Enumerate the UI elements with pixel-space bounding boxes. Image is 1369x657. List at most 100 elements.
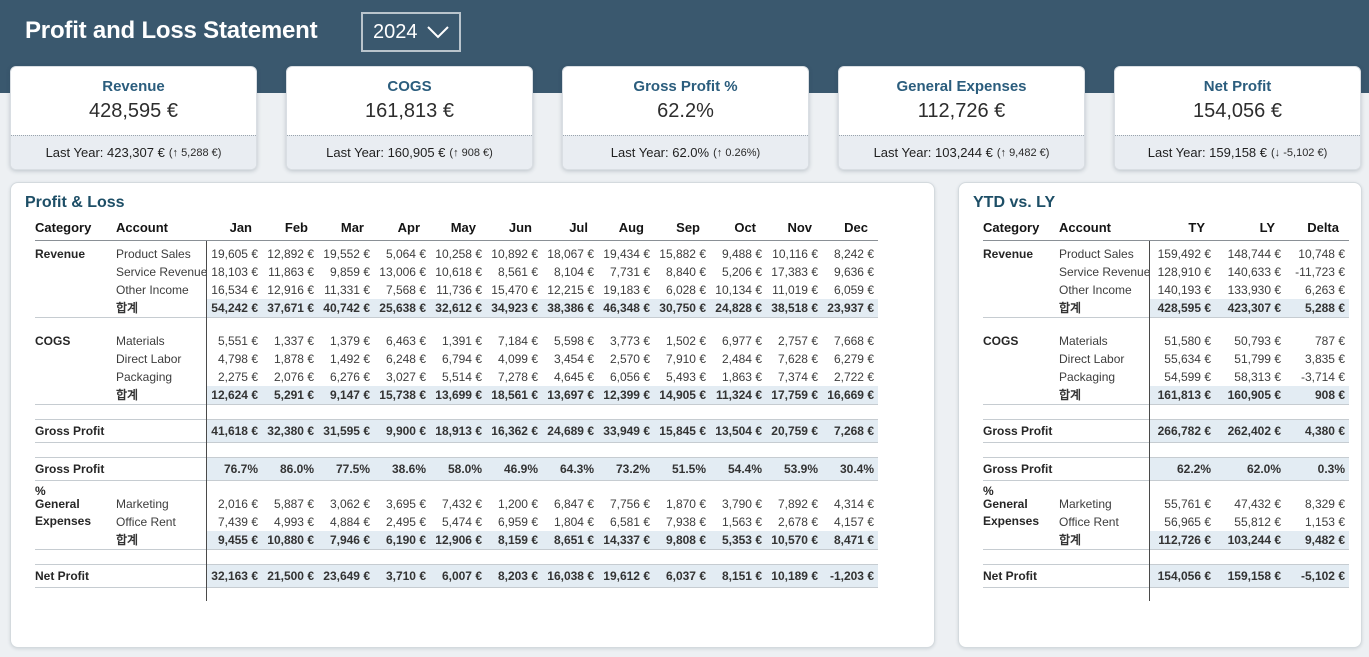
value-cell[interactable]: 266,782 €	[1149, 420, 1215, 442]
value-cell[interactable]: 7,568 €	[385, 283, 426, 297]
value-cell[interactable]: 13,504 €	[710, 420, 766, 442]
value-cell[interactable]: 1,379 €	[329, 334, 370, 348]
value-cell[interactable]: 2,275 €	[217, 370, 258, 384]
value-cell[interactable]: 7,756 €	[609, 497, 650, 511]
value-cell[interactable]: 6,463 €	[385, 334, 426, 348]
value-cell[interactable]: 6,190 €	[374, 531, 430, 549]
value-cell[interactable]: 9,900 €	[374, 420, 430, 442]
value-cell[interactable]: 148,744 €	[1227, 247, 1281, 261]
value-cell[interactable]: 428,595 €	[1149, 299, 1215, 317]
category-label[interactable]: General Expenses	[35, 497, 92, 528]
category-label[interactable]: General Expenses	[983, 497, 1040, 528]
value-cell[interactable]: 5,493 €	[665, 370, 706, 384]
account-label[interactable]: 합계	[1059, 533, 1082, 547]
value-cell[interactable]: 7,938 €	[665, 515, 706, 529]
value-cell[interactable]: 19,612 €	[598, 565, 654, 587]
column-header-jun[interactable]: Jun	[508, 220, 532, 235]
value-cell[interactable]: 154,056 €	[1149, 565, 1215, 587]
value-cell[interactable]: 5,514 €	[441, 370, 482, 384]
value-cell[interactable]: 12,892 €	[267, 247, 314, 261]
value-cell[interactable]: 12,399 €	[598, 386, 654, 404]
value-cell[interactable]: 6,007 €	[430, 565, 486, 587]
value-cell[interactable]: 76.7%	[206, 458, 262, 480]
value-cell[interactable]: 32,612 €	[430, 299, 486, 317]
value-cell[interactable]: 14,905 €	[654, 386, 710, 404]
value-cell[interactable]: 46,348 €	[598, 299, 654, 317]
value-cell[interactable]: 1,804 €	[553, 515, 594, 529]
value-cell[interactable]: 47,432 €	[1234, 497, 1281, 511]
value-cell[interactable]: 1,863 €	[721, 370, 762, 384]
value-cell[interactable]: 5,064 €	[385, 247, 426, 261]
value-cell[interactable]: 9,808 €	[654, 531, 710, 549]
value-cell[interactable]: 1,200 €	[497, 497, 538, 511]
value-cell[interactable]: 5,291 €	[262, 386, 318, 404]
account-label[interactable]: 합계	[1059, 388, 1082, 402]
value-cell[interactable]: 103,244 €	[1215, 531, 1285, 549]
value-cell[interactable]: 2,570 €	[609, 352, 650, 366]
value-cell[interactable]: 9,482 €	[1285, 531, 1349, 549]
value-cell[interactable]: 54.4%	[710, 458, 766, 480]
value-cell[interactable]: 9,859 €	[329, 265, 370, 279]
value-cell[interactable]: 3,062 €	[329, 497, 370, 511]
value-cell[interactable]: 16,669 €	[822, 386, 878, 404]
value-cell[interactable]: 140,633 €	[1227, 265, 1281, 279]
column-header-category[interactable]: Category	[35, 220, 92, 235]
value-cell[interactable]: 10,134 €	[715, 283, 762, 297]
value-cell[interactable]: 3,027 €	[385, 370, 426, 384]
value-cell[interactable]: 6,037 €	[654, 565, 710, 587]
value-cell[interactable]: 8,329 €	[1304, 497, 1345, 511]
value-cell[interactable]: 73.2%	[598, 458, 654, 480]
value-cell[interactable]: 32,163 €	[206, 565, 262, 587]
category-label[interactable]: Gross Profit	[35, 424, 105, 438]
account-label[interactable]: Service Revenue	[1059, 265, 1149, 279]
value-cell[interactable]: 161,813 €	[1149, 386, 1215, 404]
value-cell[interactable]: 18,067 €	[547, 247, 594, 261]
value-cell[interactable]: 2,757 €	[777, 334, 818, 348]
value-cell[interactable]: 77.5%	[318, 458, 374, 480]
value-cell[interactable]: 423,307 €	[1215, 299, 1285, 317]
value-cell[interactable]: 15,738 €	[374, 386, 430, 404]
value-cell[interactable]: 128,910 €	[1157, 265, 1211, 279]
value-cell[interactable]: 31,595 €	[318, 420, 374, 442]
value-cell[interactable]: 908 €	[1285, 386, 1349, 404]
value-cell[interactable]: 7,432 €	[441, 497, 482, 511]
value-cell[interactable]: 3,790 €	[721, 497, 762, 511]
value-cell[interactable]: 7,268 €	[822, 420, 878, 442]
value-cell[interactable]: 12,215 €	[547, 283, 594, 297]
value-cell[interactable]: 3,773 €	[609, 334, 650, 348]
value-cell[interactable]: 15,470 €	[491, 283, 538, 297]
value-cell[interactable]: 1,492 €	[329, 352, 370, 366]
value-cell[interactable]: 4,099 €	[497, 352, 538, 366]
account-label[interactable]: 합계	[116, 388, 139, 402]
column-header-mar[interactable]: Mar	[340, 220, 364, 235]
value-cell[interactable]: 1,870 €	[665, 497, 706, 511]
account-label[interactable]: Marketing	[116, 497, 169, 511]
value-cell[interactable]: 6,059 €	[833, 283, 874, 297]
value-cell[interactable]: 18,561 €	[486, 386, 542, 404]
value-cell[interactable]: 50,793 €	[1234, 334, 1281, 348]
value-cell[interactable]: 4,314 €	[833, 497, 874, 511]
value-cell[interactable]: 62.0%	[1215, 458, 1285, 480]
column-header-ty[interactable]: TY	[1188, 220, 1205, 235]
value-cell[interactable]: 33,949 €	[598, 420, 654, 442]
value-cell[interactable]: 9,147 €	[318, 386, 374, 404]
value-cell[interactable]: 5,353 €	[710, 531, 766, 549]
value-cell[interactable]: 16,362 €	[486, 420, 542, 442]
value-cell[interactable]: -3,714 €	[1300, 370, 1345, 384]
value-cell[interactable]: 54,242 €	[206, 299, 262, 317]
value-cell[interactable]: 7,374 €	[777, 370, 818, 384]
value-cell[interactable]: 7,184 €	[497, 334, 538, 348]
value-cell[interactable]: 1,153 €	[1304, 515, 1345, 529]
value-cell[interactable]: 5,206 €	[721, 265, 762, 279]
value-cell[interactable]: 86.0%	[262, 458, 318, 480]
value-cell[interactable]: 1,502 €	[665, 334, 706, 348]
value-cell[interactable]: 7,731 €	[609, 265, 650, 279]
value-cell[interactable]: 7,892 €	[777, 497, 818, 511]
column-header-apr[interactable]: Apr	[397, 220, 420, 235]
value-cell[interactable]: 7,278 €	[497, 370, 538, 384]
value-cell[interactable]: 4,645 €	[553, 370, 594, 384]
value-cell[interactable]: 18,913 €	[430, 420, 486, 442]
value-cell[interactable]: 10,116 €	[772, 247, 818, 261]
column-header-dec[interactable]: Dec	[844, 220, 868, 235]
value-cell[interactable]: 6,028 €	[665, 283, 706, 297]
